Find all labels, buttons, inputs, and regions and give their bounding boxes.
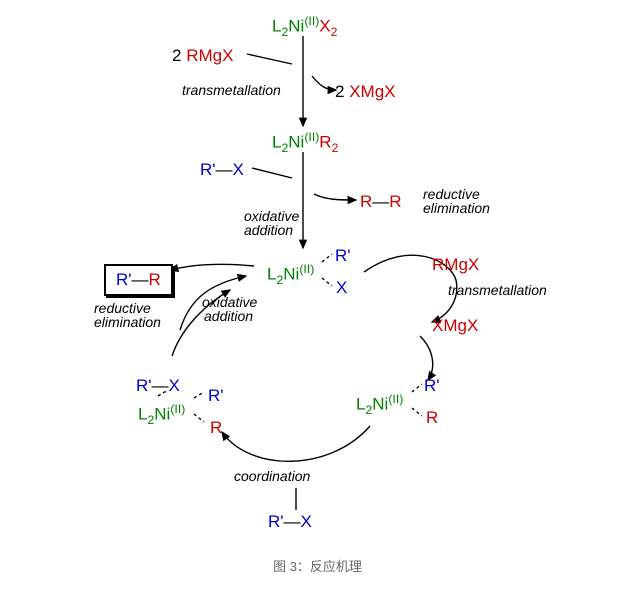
arrow-5 bbox=[314, 194, 356, 200]
node-leftR3: R bbox=[210, 418, 222, 438]
arrow-4 bbox=[252, 168, 292, 178]
node-centerX: X bbox=[336, 278, 347, 298]
node-centerNi: L2Ni(II) bbox=[267, 262, 314, 287]
arrow-1 bbox=[247, 54, 292, 64]
node-oxadd1b: addition bbox=[244, 222, 293, 238]
arrow-10 bbox=[170, 264, 254, 270]
node-leftR1: R'—X bbox=[136, 376, 180, 396]
node-transmet1: transmetallation bbox=[182, 82, 281, 98]
node-mid1: L2Ni(II)R2 bbox=[272, 130, 338, 155]
node-leftR2: R' bbox=[208, 386, 224, 406]
arrow-15 bbox=[194, 414, 204, 422]
arrow-2 bbox=[312, 76, 336, 90]
figure-caption: 图 3：反应机理 bbox=[0, 556, 635, 575]
node-rprimex1: R'—X bbox=[200, 160, 244, 180]
node-xmgx: XMgX bbox=[432, 316, 478, 336]
node-top1: L2Ni(II)X2 bbox=[272, 14, 337, 39]
node-rightR1: R' bbox=[424, 376, 440, 396]
node-redelem1b: elimination bbox=[423, 200, 490, 216]
node-rightNi: L2Ni(II) bbox=[356, 392, 403, 417]
node-xmgx2: 2 XMgX bbox=[335, 82, 395, 102]
node-coord: coordination bbox=[234, 468, 310, 484]
node-product: R'—R bbox=[104, 264, 173, 296]
node-rmgx: RMgX bbox=[432, 255, 479, 275]
arrow-6 bbox=[322, 254, 332, 262]
node-rmgx2: 2 RMgX bbox=[172, 46, 233, 66]
arrow-13 bbox=[412, 408, 422, 416]
arrow-7 bbox=[322, 278, 332, 286]
arrow-12 bbox=[412, 384, 422, 392]
node-centerR: R' bbox=[335, 246, 351, 266]
node-redelem2b: elimination bbox=[94, 314, 161, 330]
arrow-14 bbox=[194, 392, 204, 398]
arrow-18 bbox=[222, 426, 370, 461]
arrow-17 bbox=[420, 336, 433, 380]
node-leftNi: L2Ni(II) bbox=[138, 402, 185, 427]
node-rr: R—R bbox=[360, 192, 402, 212]
node-bottomRX: R'—X bbox=[268, 512, 312, 532]
node-oxadd2b: addition bbox=[204, 308, 253, 324]
node-transmet2: transmetallation bbox=[448, 282, 547, 298]
node-rightR2: R bbox=[426, 408, 438, 428]
